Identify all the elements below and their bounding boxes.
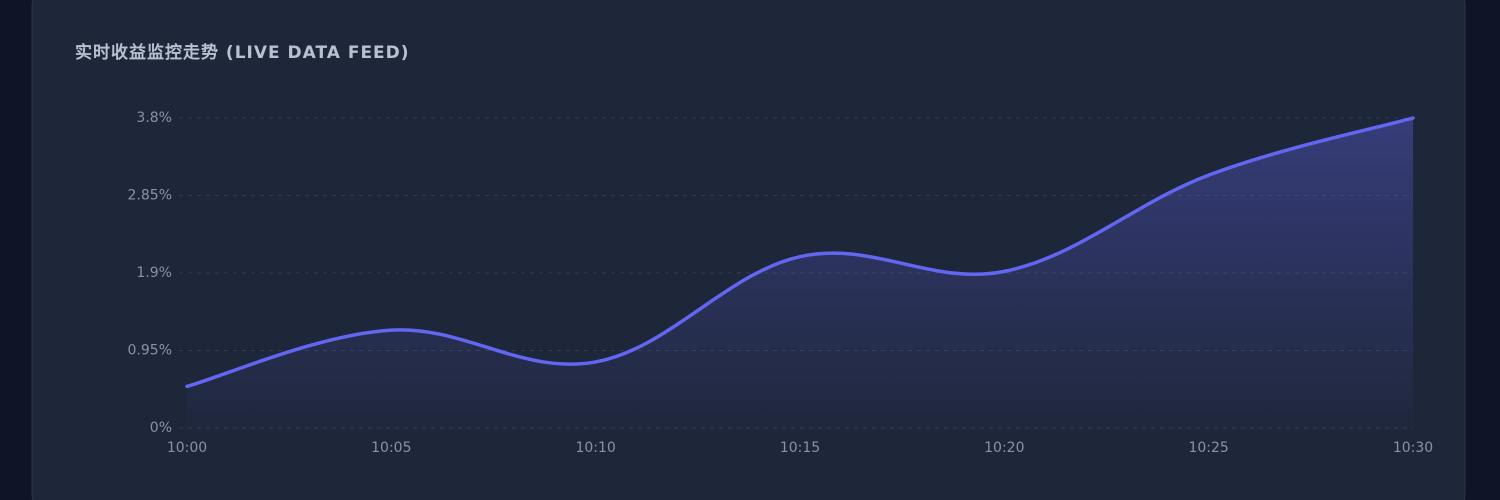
y-tick-label: 2.85% xyxy=(128,188,172,204)
x-tick-label: 10:15 xyxy=(780,440,820,456)
x-tick-label: 10:20 xyxy=(984,440,1024,456)
x-tick-label: 10:10 xyxy=(575,440,615,456)
x-tick-label: 10:25 xyxy=(1188,440,1228,456)
y-tick-label: 0.95% xyxy=(128,343,172,359)
x-tick-label: 10:30 xyxy=(1393,440,1433,456)
y-tick-label: 3.8% xyxy=(136,110,172,126)
x-tick-label: 10:00 xyxy=(167,440,207,456)
y-tick-label: 1.9% xyxy=(136,265,172,281)
x-tick-label: 10:05 xyxy=(371,440,411,456)
line xyxy=(185,116,1415,389)
y-tick-label: 0% xyxy=(150,420,172,436)
chart-title: 实时收益监控走势 (LIVE DATA FEED) xyxy=(75,42,410,63)
